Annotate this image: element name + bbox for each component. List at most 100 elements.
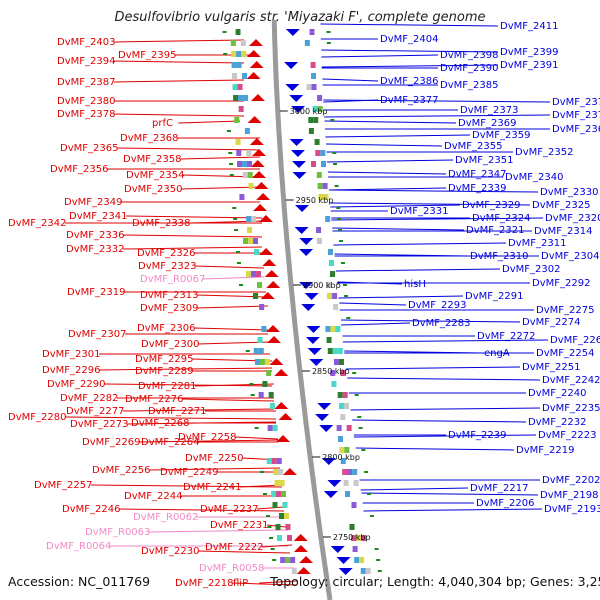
leader-line xyxy=(261,544,293,548)
annotation-block xyxy=(332,293,338,299)
tick-marker xyxy=(333,163,338,165)
reverse-gene-arrow xyxy=(299,282,314,289)
forward-gene-arrow xyxy=(252,171,267,178)
gene-label-left: DvMF_2218 xyxy=(175,578,233,589)
gene-label-left: DvMF_R0064 xyxy=(46,541,111,552)
annotation-block xyxy=(267,425,273,431)
forward-gene-arrow xyxy=(282,468,297,475)
annotation-block xyxy=(316,172,322,178)
annotation-block xyxy=(323,194,329,200)
annotation-block xyxy=(337,348,343,354)
reverse-gene-arrow xyxy=(285,84,300,91)
gene-label-left: DvMF_R0063 xyxy=(85,527,150,538)
annotation-block xyxy=(360,568,366,574)
gene-label-right: DvMF_2330 xyxy=(540,187,598,198)
gene-label-left: DvMF_2289 xyxy=(135,366,193,377)
tick-marker xyxy=(376,559,381,561)
leader-line xyxy=(345,366,521,370)
annotation-block xyxy=(274,480,280,486)
gene-label-right: DvMF_2347 xyxy=(448,169,506,180)
leader-line xyxy=(324,114,551,118)
annotation-block xyxy=(321,161,327,167)
gene-label-left: DvMF_2276 xyxy=(125,394,183,405)
leader-line xyxy=(335,268,501,272)
gene-label-right: DvMF_2293 xyxy=(408,300,466,311)
annotation-block xyxy=(342,392,348,398)
gene-label-right: DvMF_2369 xyxy=(458,118,516,129)
leader-line xyxy=(202,276,265,280)
gene-label-left: DvMF_2332 xyxy=(66,244,124,255)
annotation-block xyxy=(259,359,265,365)
annotation-block xyxy=(285,557,291,563)
gene-label-right: DvMF_2202 xyxy=(542,475,600,486)
annotation-block xyxy=(335,326,341,332)
annotation-block xyxy=(310,62,316,68)
gene-label-right: DvMF_2217 xyxy=(470,483,528,494)
annotation-block xyxy=(234,117,240,123)
annotation-block xyxy=(232,84,238,90)
gene-label-right: DvMF_2404 xyxy=(380,34,438,45)
tick-marker xyxy=(263,493,268,495)
annotation-block xyxy=(237,161,243,167)
annotation-block xyxy=(271,458,277,464)
leader-line xyxy=(323,99,551,103)
leader-line xyxy=(193,327,269,331)
reverse-gene-arrow xyxy=(327,480,342,487)
leader-line xyxy=(122,234,263,238)
annotation-block xyxy=(250,271,256,277)
gene-label-right: DvMF_2302 xyxy=(502,264,560,275)
tick-marker xyxy=(254,427,259,429)
gene-label-right: DvMF_2359 xyxy=(472,130,530,141)
gene-label-right: DvMF_2390 xyxy=(440,63,498,74)
reverse-gene-arrow xyxy=(289,139,304,146)
leader-line xyxy=(234,436,279,440)
gene-label-left: DvMF_2380 xyxy=(57,96,115,107)
annotation-block xyxy=(322,183,328,189)
gene-label-right: DvMF_2321 xyxy=(466,225,524,236)
scale-tick-label: 2950 kbp xyxy=(296,196,334,205)
annotation-block xyxy=(313,117,319,123)
leader-line xyxy=(350,407,541,411)
forward-gene-arrow xyxy=(274,402,289,409)
leader-line xyxy=(194,383,275,387)
forward-gene-arrow xyxy=(266,325,281,332)
gene-label-left: DvMF_2280 xyxy=(8,412,66,423)
tick-marker xyxy=(239,284,244,286)
tick-marker xyxy=(234,229,239,231)
leader-line xyxy=(363,508,543,512)
forward-gene-arrow xyxy=(247,116,262,123)
gene-label-left: DvMF_2264 xyxy=(141,437,199,448)
annotation-block xyxy=(333,359,339,365)
annotation-block xyxy=(332,348,338,354)
tick-marker xyxy=(272,559,277,561)
tick-marker xyxy=(343,284,348,286)
annotation-block xyxy=(352,469,358,475)
gene-label-right: DvMF_2261 xyxy=(550,335,600,346)
gene-label-left: DvMF_R0062 xyxy=(133,512,198,523)
annotation-block xyxy=(241,51,247,57)
forward-gene-arrow xyxy=(248,39,263,46)
leader-line xyxy=(329,189,539,193)
gene-label-right: DvMF_2283 xyxy=(412,318,470,329)
tick-marker xyxy=(334,185,339,187)
gene-label-left: DvMF_2301 xyxy=(42,349,100,360)
annotation-block xyxy=(266,458,272,464)
gene-label-left: DvMF_2296 xyxy=(42,365,100,376)
reverse-gene-arrow xyxy=(307,348,322,355)
annotation-block xyxy=(244,128,250,134)
annotation-block xyxy=(333,304,339,310)
leader-line xyxy=(347,377,541,381)
annotation-block xyxy=(264,359,270,365)
annotation-block xyxy=(311,84,317,90)
leader-line xyxy=(113,113,245,117)
leader-line xyxy=(338,295,464,299)
tick-marker xyxy=(354,394,359,396)
leader-line xyxy=(333,242,507,246)
annotation-block xyxy=(243,238,249,244)
annotation-block xyxy=(343,480,349,486)
forward-gene-arrow xyxy=(253,204,268,211)
forward-gene-arrow xyxy=(260,292,275,299)
forward-gene-arrow xyxy=(262,259,277,266)
